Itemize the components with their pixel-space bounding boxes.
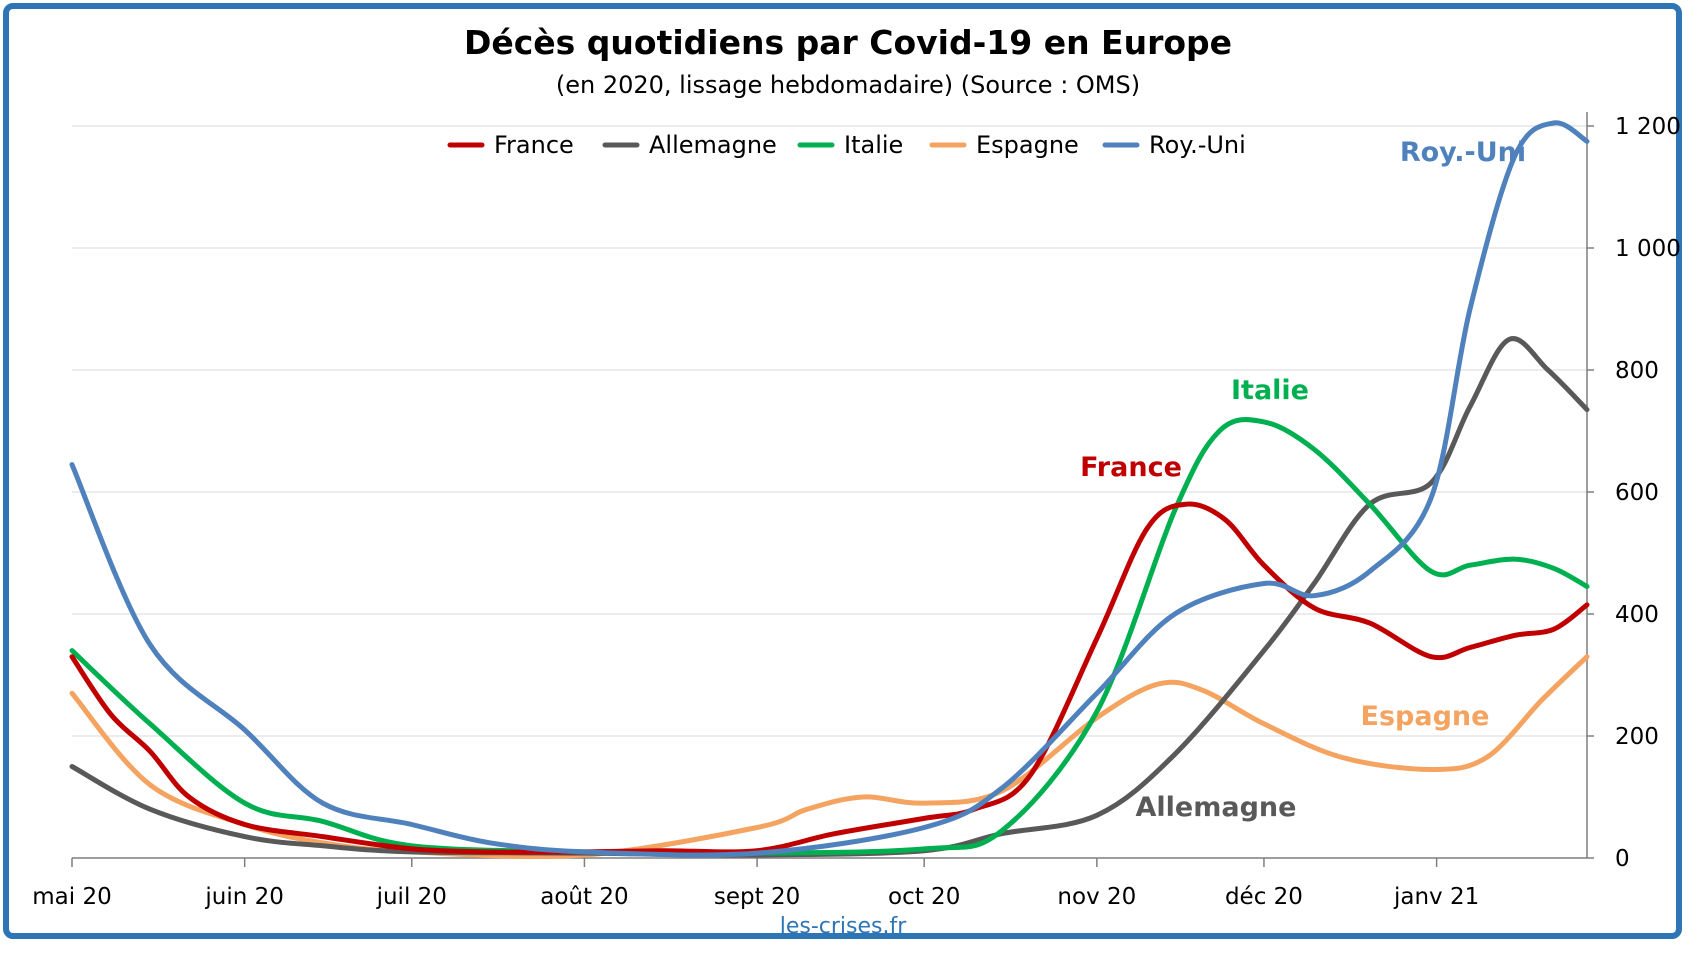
axes: 0 200 400 600 800 1 000 1 200 mai 20 juin 20 juil… [32, 112, 1681, 910]
annotation-roy-uni: Roy.-Uni [1400, 137, 1526, 168]
y-tick-label: 400 [1615, 602, 1659, 628]
annotation-france: France [1080, 452, 1182, 483]
y-tick-label: 0 [1615, 846, 1630, 872]
x-tick-label: janv 21 [1393, 884, 1479, 910]
x-tick-label: juin 20 [204, 884, 284, 910]
gridlines [72, 125, 1587, 737]
series-annotations: France Allemagne Italie Espagne Roy.-Uni [1080, 137, 1526, 823]
legend-label-france: France [494, 131, 574, 159]
legend-label-roy-uni: Roy.-Uni [1149, 131, 1246, 159]
x-tick-label: août 20 [540, 884, 628, 910]
series-line-allemagne [69, 336, 1590, 858]
x-tick-label: mai 20 [32, 884, 111, 910]
y-tick-label: 800 [1615, 358, 1659, 384]
annotation-espagne: Espagne [1361, 701, 1490, 732]
series-line-roy-uni [69, 120, 1590, 858]
y-tick-label: 600 [1615, 480, 1659, 506]
legend-label-allemagne: Allemagne [649, 131, 777, 159]
series-lines [69, 120, 1590, 859]
y-tick-label: 1 000 [1615, 236, 1681, 262]
legend-label-espagne: Espagne [976, 131, 1079, 159]
series-line-france [69, 501, 1590, 855]
y-tick-label: 200 [1615, 724, 1659, 750]
y-tick-label: 1 200 [1615, 114, 1681, 140]
x-tick-label: sept 20 [714, 884, 800, 910]
legend: France Allemagne Italie Espagne Roy.-Uni [447, 131, 1246, 159]
legend-label-italie: Italie [844, 131, 903, 159]
x-tick-label: juil 20 [376, 884, 447, 910]
source-credit: les-crises.fr [780, 914, 907, 939]
chart-title: Décès quotidiens par Covid-19 en Europe [464, 23, 1232, 62]
chart-frame [3, 3, 1682, 939]
annotation-allemagne: Allemagne [1136, 792, 1297, 823]
series-line-espagne [69, 654, 1590, 859]
series-line-italie [69, 417, 1590, 856]
annotation-italie: Italie [1231, 375, 1309, 406]
x-tick-label: nov 20 [1057, 884, 1136, 910]
x-tick-label: déc 20 [1225, 884, 1303, 910]
x-tick-label: oct 20 [888, 884, 960, 910]
chart-subtitle: (en 2020, lissage hebdomadaire) (Source … [556, 71, 1140, 99]
